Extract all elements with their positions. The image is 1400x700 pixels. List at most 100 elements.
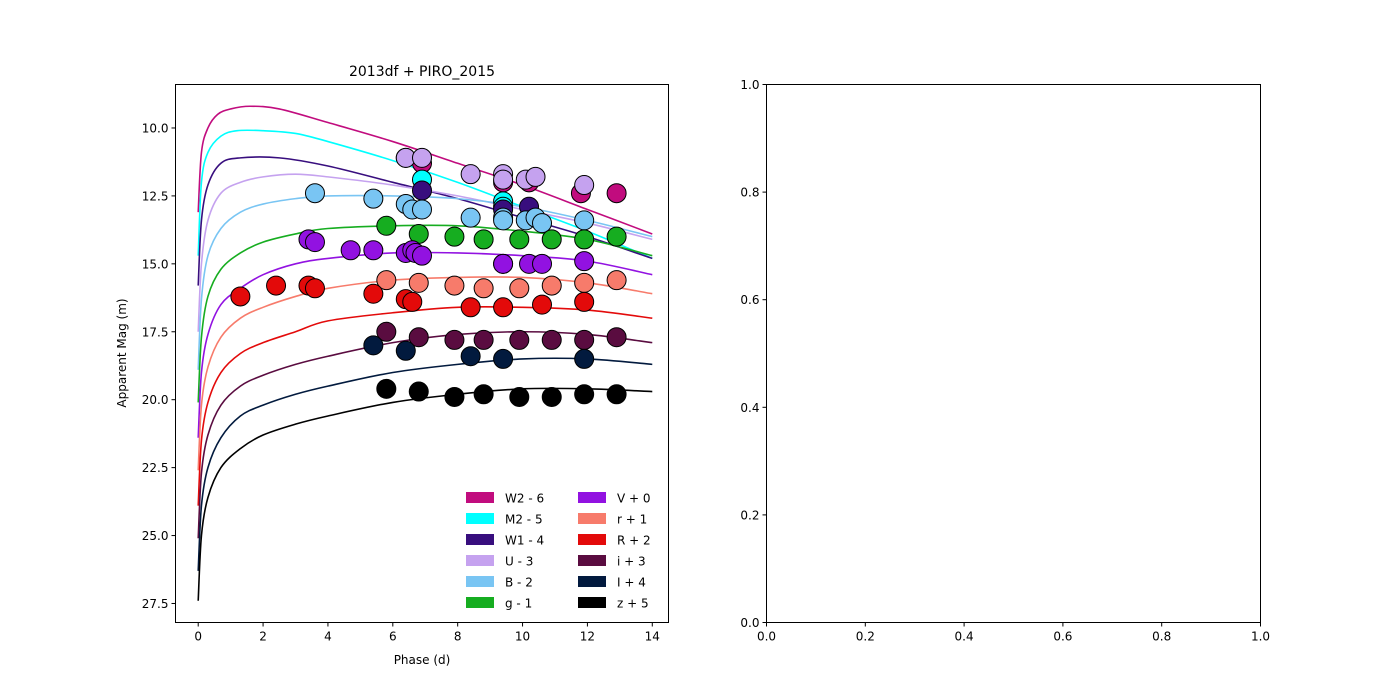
data-point-u-3 <box>525 166 546 187</box>
data-point-i-4 <box>363 335 384 356</box>
data-point-r-1 <box>473 278 494 299</box>
data-point-r-1 <box>408 272 429 293</box>
data-point-z-5 <box>444 386 465 407</box>
data-point-r-1 <box>541 275 562 296</box>
x-tick-label: 1.0 <box>1251 630 1270 644</box>
data-point-i-3 <box>509 329 530 350</box>
x-tick-label: 14 <box>645 630 660 644</box>
observed-points <box>230 147 627 407</box>
data-point-r-1 <box>376 270 397 291</box>
data-point-i-3 <box>541 329 562 350</box>
data-point-v-0 <box>574 251 595 272</box>
data-point-g-1 <box>574 229 595 250</box>
data-point-b-2 <box>412 199 432 220</box>
y-tick-label: 12.5 <box>142 189 169 203</box>
y-tick-label: 0.2 <box>740 508 759 522</box>
legend-label-g-1: g - 1 <box>505 597 532 611</box>
legend-swatch-m2-5 <box>466 513 494 524</box>
x-tick-label: 12 <box>580 630 595 644</box>
y-tick-label: 1.0 <box>740 78 759 92</box>
data-point-g-1 <box>606 226 627 247</box>
data-point-r-2 <box>532 294 553 315</box>
data-point-v-0 <box>532 253 553 274</box>
x-tick-label: 0.6 <box>1053 630 1072 644</box>
data-point-u-3 <box>412 147 432 168</box>
legend-swatch-w2-6 <box>466 492 494 503</box>
data-point-i-4 <box>395 340 416 361</box>
data-point-z-5 <box>473 384 494 405</box>
legend-label-v-0: V + 0 <box>617 492 651 506</box>
y-tick-label: 15.0 <box>142 257 169 271</box>
data-point-u-3 <box>460 164 481 185</box>
data-point-v-0 <box>340 240 361 261</box>
data-point-b-2 <box>574 210 595 231</box>
legend-swatch-v-0 <box>578 492 606 503</box>
data-point-r-1 <box>606 270 627 291</box>
data-point-r-2 <box>363 283 384 304</box>
data-point-b-2 <box>363 188 384 209</box>
legend-label-m2-5: M2 - 5 <box>505 513 543 527</box>
legend-swatch-r-1 <box>578 513 606 524</box>
x-tick-label: 2 <box>259 630 267 644</box>
legend-swatch-i-3 <box>578 555 606 566</box>
x-tick-label: 0.0 <box>757 630 776 644</box>
plot-frame-left <box>175 84 669 623</box>
data-point-v-0 <box>304 232 325 253</box>
y-tick-label: 17.5 <box>142 325 169 339</box>
chart-title: 2013df + PIRO_2015 <box>349 64 495 80</box>
x-tick-label: 0.8 <box>1152 630 1171 644</box>
model-curve-r-2 <box>197 305 653 506</box>
data-point-v-0 <box>363 240 384 261</box>
data-point-b-2 <box>304 183 325 204</box>
legend-swatch-b-2 <box>466 576 494 587</box>
legend-swatch-w1-4 <box>466 534 494 545</box>
x-tick-label: 0 <box>194 630 202 644</box>
y-axis-ticks-right: 0.0 0.2 0.4 0.6 0.8 1.0 <box>740 78 767 630</box>
legend-swatch-z-5 <box>578 597 606 608</box>
x-axis-ticks-left: 0 2 4 6 8 10 12 14 <box>194 622 660 644</box>
legend-label-w2-6: W2 - 6 <box>505 492 544 506</box>
data-point-b-2 <box>460 207 481 228</box>
y-tick-label: 25.0 <box>142 529 169 543</box>
data-point-r-2 <box>230 286 251 307</box>
model-curve-r-1 <box>197 276 653 471</box>
legend-label-i-3: i + 3 <box>617 555 646 569</box>
data-point-i-3 <box>473 329 494 350</box>
y-tick-label: 0.6 <box>740 293 759 307</box>
data-point-v-0 <box>412 245 432 266</box>
data-point-b-2 <box>532 213 553 234</box>
legend-swatch-r-2 <box>578 534 606 545</box>
data-point-u-3 <box>574 175 595 196</box>
legend-label-z-5: z + 5 <box>617 597 649 611</box>
data-point-r-1 <box>509 278 530 299</box>
data-point-i-4 <box>574 348 595 369</box>
data-point-z-5 <box>376 378 397 399</box>
light-curve-plot: 0 2 4 6 8 10 12 14 10.0 12.5 15.0 17.5 20.0 22.5 25.0… <box>115 64 669 667</box>
legend-label-r-1: r + 1 <box>617 513 647 527</box>
model-curve-i-4 <box>197 357 653 571</box>
x-tick-label: 0.4 <box>955 630 974 644</box>
data-point-u-3 <box>493 169 514 190</box>
plot-frame-right <box>766 84 1261 623</box>
y-tick-label: 27.5 <box>142 597 169 611</box>
data-point-w2-6 <box>606 183 627 204</box>
y-axis-ticks-left: 10.0 12.5 15.0 17.5 20.0 22.5 25.0 27.5 <box>142 121 176 611</box>
data-point-v-0 <box>493 253 514 274</box>
y-tick-label: 20.0 <box>142 393 169 407</box>
data-point-g-1 <box>509 229 530 250</box>
data-point-r-1 <box>444 275 465 296</box>
data-point-g-1 <box>376 215 397 236</box>
data-point-i-3 <box>606 327 627 348</box>
x-tick-label: 4 <box>324 630 332 644</box>
data-point-i-3 <box>408 327 429 348</box>
data-point-z-5 <box>509 386 530 407</box>
data-point-r-2 <box>402 291 423 312</box>
x-tick-label: 10 <box>515 630 530 644</box>
data-point-w1-4 <box>412 180 432 201</box>
data-point-z-5 <box>541 386 562 407</box>
x-axis-label: Phase (d) <box>394 653 451 667</box>
data-point-b-2 <box>493 210 514 231</box>
y-tick-label: 0.0 <box>740 616 759 630</box>
data-point-r-1 <box>574 272 595 293</box>
